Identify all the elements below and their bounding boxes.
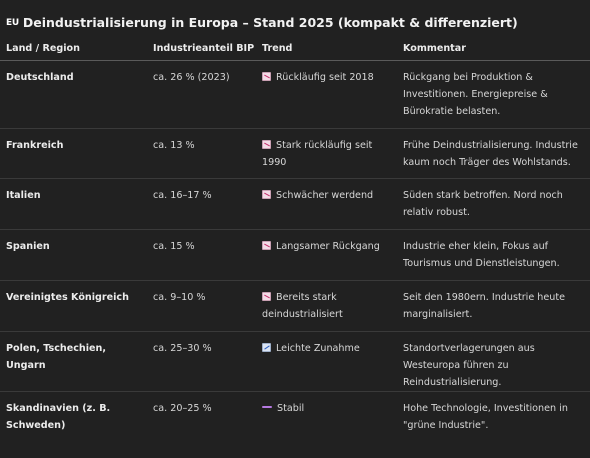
share-cell: ca. 13 % [147, 129, 256, 179]
region-cell: Frankreich [0, 129, 147, 179]
chart-decreasing-icon [262, 241, 271, 250]
trend-text: Leichte Zunahme [276, 343, 360, 354]
comment-cell: Rückgang bei Produktion & Investitionen.… [397, 61, 590, 129]
comment-cell: Industrie eher klein, Fokus auf Tourismu… [397, 230, 590, 281]
heading: EU Deindustrialisierung in Europa – Stan… [0, 12, 590, 32]
heading-text: Deindustrialisierung in Europa – Stand 2… [23, 15, 518, 30]
share-cell: ca. 9–10 % [147, 281, 256, 332]
comment-cell: Standortverlagerungen aus Westeuropa füh… [397, 332, 590, 392]
trend-text: Stabil [277, 403, 304, 414]
table-row: Deutschland ca. 26 % (2023) Rückläufig s… [0, 61, 590, 129]
column-header-region: Land / Region [0, 38, 147, 61]
region-cell: Spanien [0, 230, 147, 281]
trend-cell: Leichte Zunahme [256, 332, 397, 392]
chart-decreasing-icon [262, 292, 271, 301]
column-header-trend: Trend [256, 38, 397, 61]
trend-cell: Stark rückläufig seit 1990 [256, 129, 397, 179]
trend-cell: Bereits stark deindustrialisiert [256, 281, 397, 332]
industry-table: Land / Region Industrieanteil BIP Trend … [0, 38, 590, 458]
column-header-comment: Kommentar [397, 38, 590, 61]
column-header-share: Industrieanteil BIP [147, 38, 256, 61]
comment-cell: Seit den 1980ern. Industrie heute margin… [397, 281, 590, 332]
table-row: Vereinigtes Königreich ca. 9–10 % Bereit… [0, 281, 590, 332]
trend-text: Bereits stark deindustrialisiert [262, 292, 343, 320]
region-cell: Italien [0, 179, 147, 230]
share-cell: ca. 16–17 % [147, 179, 256, 230]
table-row: Frankreich ca. 13 % Stark rückläufig sei… [0, 129, 590, 179]
share-cell: ca. 15 % [147, 230, 256, 281]
region-cell: Skandinavien (z. B. Schweden) [0, 392, 147, 458]
trend-cell: Schwächer werdend [256, 179, 397, 230]
comment-cell: Frühe Deindustrialisierung. Industrie ka… [397, 129, 590, 179]
trend-text: Rückläufig seit 2018 [276, 72, 374, 83]
trend-cell: Langsamer Rückgang [256, 230, 397, 281]
table-row: Skandinavien (z. B. Schweden) ca. 20–25 … [0, 392, 590, 458]
trend-text: Langsamer Rückgang [276, 241, 380, 252]
table-row: Spanien ca. 15 % Langsamer Rückgang Indu… [0, 230, 590, 281]
trend-text: Schwächer werdend [276, 190, 373, 201]
share-cell: ca. 25–30 % [147, 332, 256, 392]
share-cell: ca. 26 % (2023) [147, 61, 256, 129]
chart-increasing-icon [262, 343, 271, 352]
chart-decreasing-icon [262, 190, 271, 199]
region-cell: Vereinigtes Königreich [0, 281, 147, 332]
table-header-row: Land / Region Industrieanteil BIP Trend … [0, 38, 590, 61]
region-cell: Deutschland [0, 61, 147, 129]
region-cell: Polen, Tschechien, Ungarn [0, 332, 147, 392]
comment-cell: Hohe Technologie, Investitionen in "grün… [397, 392, 590, 458]
chart-decreasing-icon [262, 140, 271, 149]
trend-cell: Rückläufig seit 2018 [256, 61, 397, 129]
share-cell: ca. 20–25 % [147, 392, 256, 458]
table-row: Polen, Tschechien, Ungarn ca. 25–30 % Le… [0, 332, 590, 392]
comment-cell: Süden stark betroffen. Nord noch relativ… [397, 179, 590, 230]
trend-cell: Stabil [256, 392, 397, 458]
trend-text: Stark rückläufig seit 1990 [262, 140, 372, 168]
table-row: Italien ca. 16–17 % Schwächer werdend Sü… [0, 179, 590, 230]
flat-line-icon [262, 406, 272, 408]
chart-decreasing-icon [262, 72, 271, 81]
eu-flag-icon: EU [6, 18, 19, 28]
